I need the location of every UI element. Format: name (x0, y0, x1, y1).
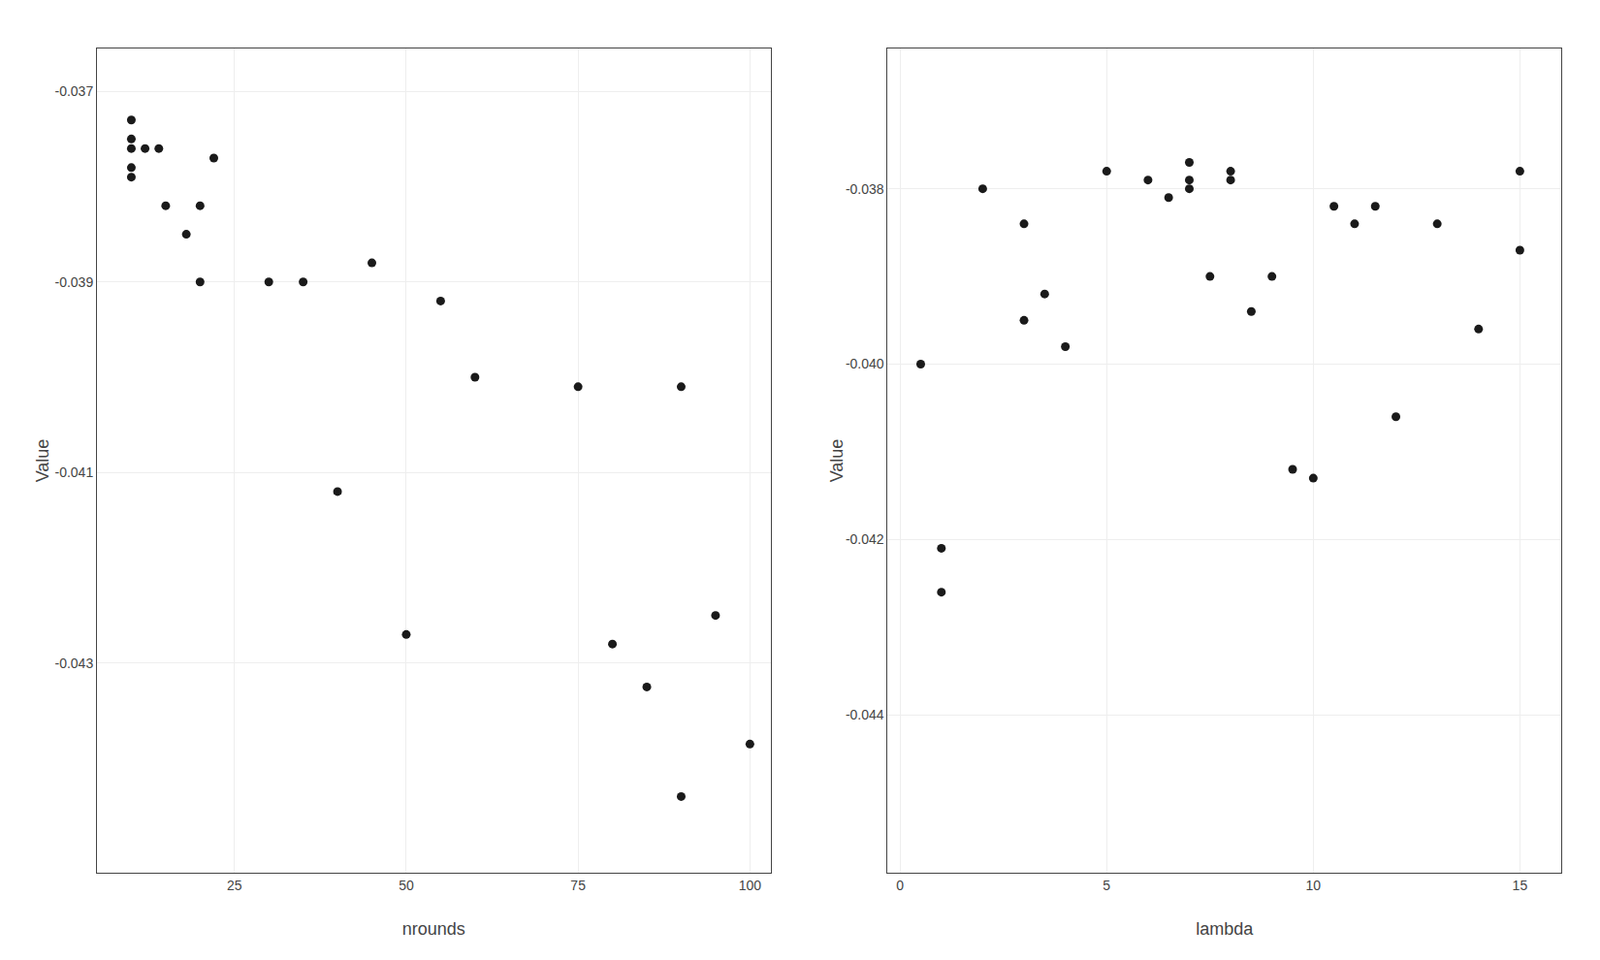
svg-text:-0.044: -0.044 (845, 706, 885, 723)
svg-text:5: 5 (1102, 877, 1111, 894)
svg-text:0: 0 (896, 877, 904, 894)
svg-text:nrounds: nrounds (402, 919, 466, 939)
svg-text:100: 100 (738, 877, 763, 894)
svg-text:lambda: lambda (1195, 919, 1254, 939)
svg-text:50: 50 (398, 877, 415, 894)
svg-text:-0.038: -0.038 (845, 181, 885, 197)
svg-text:-0.042: -0.042 (845, 531, 885, 547)
svg-text:75: 75 (570, 877, 586, 894)
svg-text:-0.037: -0.037 (54, 83, 94, 99)
svg-text:25: 25 (226, 877, 243, 894)
svg-text:10: 10 (1306, 877, 1322, 894)
svg-text:15: 15 (1512, 877, 1529, 894)
svg-text:Value: Value (827, 439, 847, 483)
svg-text:-0.043: -0.043 (54, 655, 94, 672)
svg-text:-0.041: -0.041 (54, 464, 94, 480)
svg-text:-0.040: -0.040 (845, 355, 885, 372)
svg-text:-0.039: -0.039 (54, 274, 94, 290)
svg-text:Value: Value (32, 439, 53, 483)
